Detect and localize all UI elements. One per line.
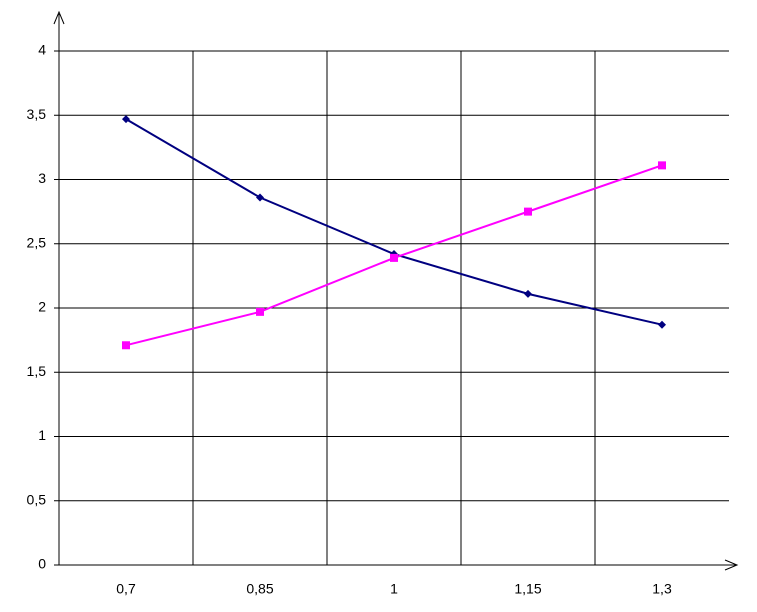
point-marker	[122, 115, 130, 124]
y-tick-label: 3	[38, 170, 46, 186]
y-tick-label: 2	[38, 299, 46, 315]
x-tick-label: 0,85	[246, 581, 273, 597]
point-marker	[256, 307, 264, 316]
series-line	[125, 118, 663, 326]
point-marker	[524, 289, 532, 298]
y-tick-label: 0,5	[27, 491, 47, 507]
point-marker	[122, 341, 130, 350]
y-tick-label: 1,5	[27, 363, 47, 379]
point-marker	[658, 320, 666, 329]
y-tick-label: 3,5	[27, 106, 47, 122]
point-marker	[256, 193, 264, 202]
x-tick-label: 1,15	[514, 581, 541, 597]
point-marker	[658, 161, 666, 170]
y-tick-label: 4	[38, 42, 46, 58]
x-axis-arrow	[724, 559, 739, 571]
x-tick-label: 0,7	[116, 581, 136, 597]
y-tick-label: 0	[38, 556, 46, 572]
point-marker	[524, 207, 532, 216]
x-tick-label: 1,3	[652, 581, 672, 597]
grid	[59, 50, 729, 565]
y-axis-arrow	[53, 10, 65, 25]
y-tick-label: 2,5	[27, 234, 47, 250]
point-marker	[390, 253, 398, 262]
x-tick-label: 1	[390, 581, 398, 597]
y-tick-label: 1	[38, 427, 46, 443]
